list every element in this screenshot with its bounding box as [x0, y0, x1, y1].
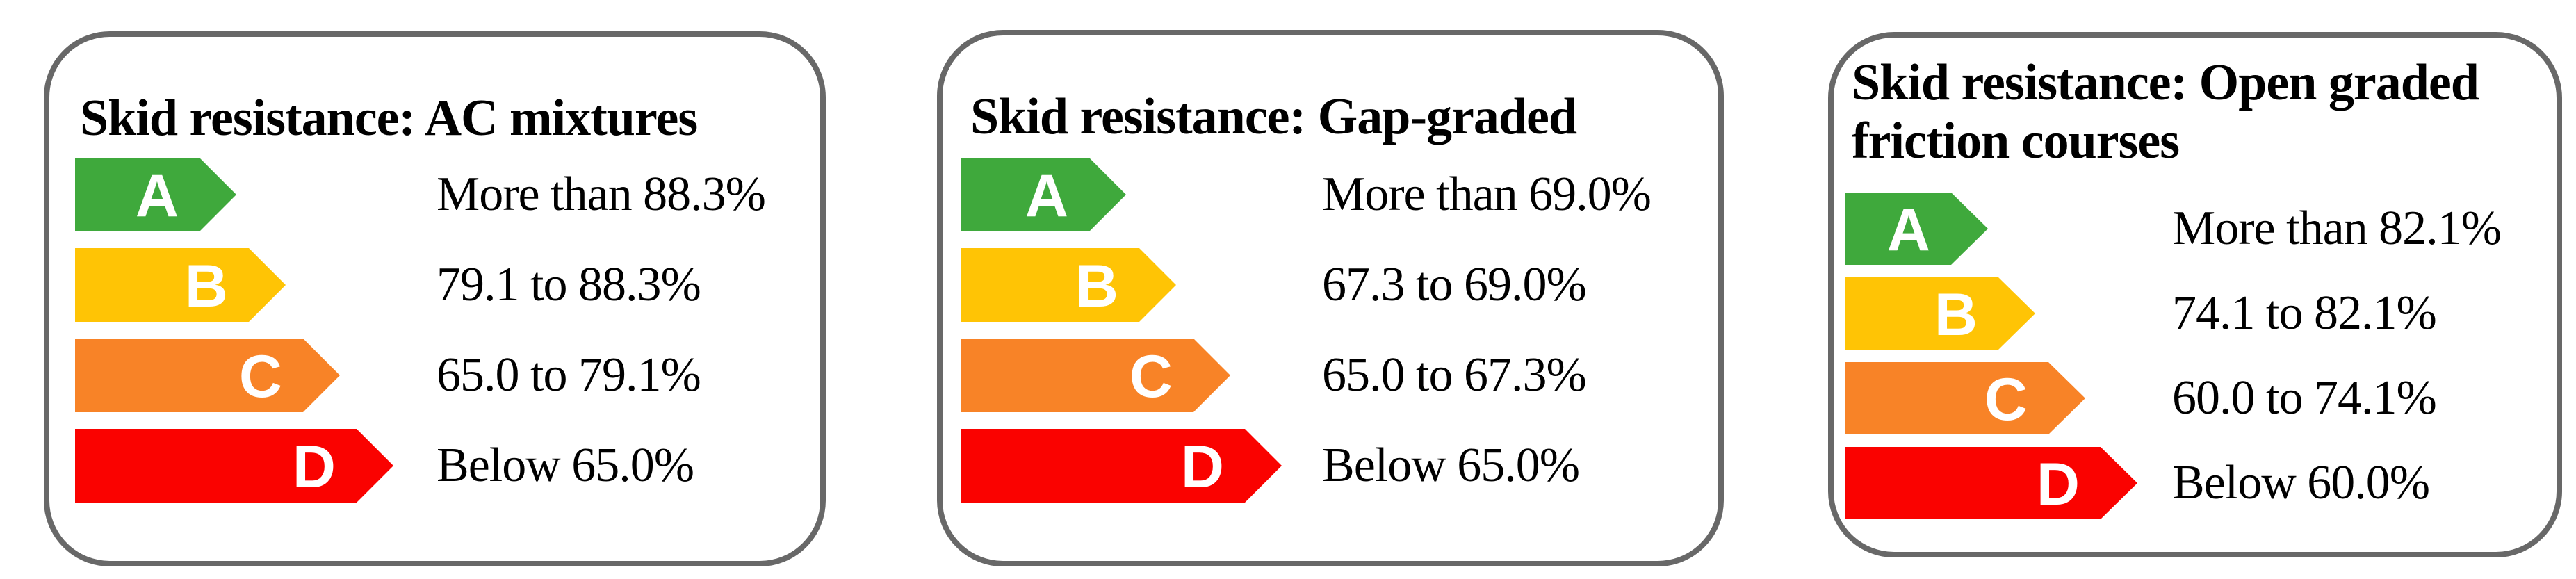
grade-arrow-bar: A — [75, 158, 236, 231]
grade-letter: C — [238, 343, 282, 410]
grade-arrow-bar: B — [1845, 277, 2035, 350]
grade-letter: A — [1886, 197, 1930, 263]
rating-row-a: A More than 69.0% — [961, 158, 1704, 231]
grade-arrow-bar: A — [961, 158, 1126, 231]
grade-arrow-bar: C — [961, 339, 1230, 412]
grade-range-text: More than 88.3% — [437, 168, 766, 221]
grade-range-text: 65.0 to 67.3% — [1322, 348, 1587, 402]
grade-letter: D — [1180, 434, 1224, 500]
rating-row-c: C 60.0 to 74.1% — [1845, 362, 2543, 434]
grade-range-text: 74.1 to 82.1% — [2172, 286, 2437, 340]
grade-range-text: More than 69.0% — [1322, 168, 1652, 221]
grade-range-text: 65.0 to 79.1% — [437, 348, 701, 402]
rating-row-b: B 67.3 to 69.0% — [961, 248, 1704, 322]
grade-range-text: More than 82.1% — [2172, 202, 2502, 255]
rating-row-d: D Below 60.0% — [1845, 447, 2543, 519]
rating-row-b: B 74.1 to 82.1% — [1845, 277, 2543, 350]
panel-skid-resistance-ac-mixtures: Skid resistance: AC mixtures A More than… — [44, 31, 826, 566]
rating-scale: A More than 69.0% B 67.3 to 69.0% C 65.0… — [961, 158, 1704, 519]
grade-letter: C — [1984, 366, 2028, 433]
grade-arrow-bar: D — [1845, 447, 2137, 519]
grade-arrow-bar: D — [75, 429, 393, 503]
grade-range-text: 67.3 to 69.0% — [1322, 258, 1587, 311]
grade-arrow-bar: C — [1845, 362, 2085, 434]
panel-skid-resistance-open-graded-friction-courses: Skid resistance: Open graded friction co… — [1828, 32, 2562, 557]
grade-range-text: Below 65.0% — [437, 439, 694, 492]
rating-scale: A More than 82.1% B 74.1 to 82.1% C 60.0… — [1845, 193, 2543, 532]
grade-range-text: Below 60.0% — [2172, 456, 2430, 509]
grade-arrow-bar: B — [75, 248, 286, 322]
rating-scale: A More than 88.3% B 79.1 to 88.3% C 65.0… — [75, 158, 806, 519]
grade-arrow-bar: C — [75, 339, 340, 412]
grade-letter: C — [1129, 343, 1173, 410]
grade-letter: A — [1025, 163, 1068, 229]
panel-skid-resistance-gap-graded: Skid resistance: Gap-graded A More than … — [937, 30, 1724, 566]
grade-letter: B — [1934, 282, 1978, 348]
rating-row-d: D Below 65.0% — [961, 429, 1704, 503]
rating-row-c: C 65.0 to 79.1% — [75, 339, 806, 412]
grade-letter: A — [135, 163, 179, 229]
grade-range-text: Below 65.0% — [1322, 439, 1580, 492]
grade-arrow-bar: D — [961, 429, 1282, 503]
rating-row-c: C 65.0 to 67.3% — [961, 339, 1704, 412]
grade-arrow-bar: A — [1845, 193, 1988, 265]
grade-range-text: 60.0 to 74.1% — [2172, 371, 2437, 425]
rating-row-b: B 79.1 to 88.3% — [75, 248, 806, 322]
panel-title: Skid resistance: AC mixtures — [80, 90, 698, 147]
grade-letter: D — [2036, 451, 2080, 518]
grade-arrow-bar: B — [961, 248, 1176, 322]
grade-letter: B — [1075, 253, 1118, 320]
panel-title: Skid resistance: Open graded friction co… — [1852, 54, 2479, 170]
rating-row-a: A More than 82.1% — [1845, 193, 2543, 265]
grade-letter: D — [292, 434, 336, 500]
grade-letter: B — [184, 253, 228, 320]
rating-row-a: A More than 88.3% — [75, 158, 806, 231]
panel-title: Skid resistance: Gap-graded — [970, 88, 1577, 145]
rating-row-d: D Below 65.0% — [75, 429, 806, 503]
grade-range-text: 79.1 to 88.3% — [437, 258, 701, 311]
